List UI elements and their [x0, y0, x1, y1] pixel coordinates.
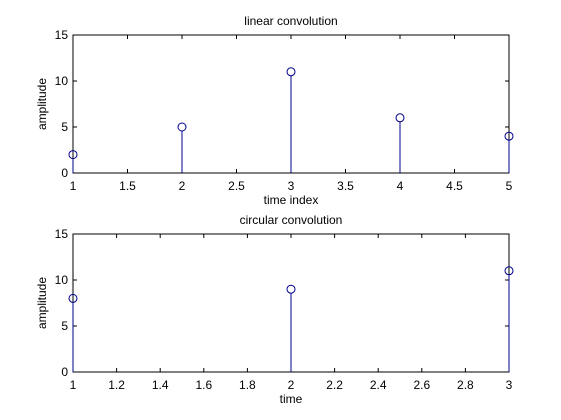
chart-2-y-tick-label: 15: [55, 227, 69, 241]
chart-1-x-tick-label: 2: [179, 179, 186, 193]
chart-1-x-tick-label: 4: [397, 179, 404, 193]
chart-1-stem-marker: [68, 150, 78, 160]
chart-2-x-axis-label: time: [280, 392, 303, 406]
chart-2-y-axis-label: amplitude: [35, 277, 49, 329]
chart-2-x-tick-label: 2.4: [370, 378, 387, 392]
chart-2-x-tick-label: 1.4: [152, 378, 169, 392]
chart-2-y-tick-label: 5: [61, 319, 68, 333]
chart-1-x-tick-label: 3: [288, 179, 295, 193]
chart-2-y-tick-label: 0: [61, 365, 68, 379]
chart-1-x-tick-label: 5: [506, 179, 513, 193]
chart-1-y-tick-label: 10: [55, 74, 69, 88]
chart-2-x-tick-label: 1.8: [239, 378, 256, 392]
chart-1-stem-marker: [286, 67, 296, 77]
chart-1-stem-marker: [395, 113, 405, 123]
chart-2-y-tick-label: 10: [55, 273, 69, 287]
chart-2-x-tick-label: 2.8: [457, 378, 474, 392]
chart-2-x-tick-label: 2.6: [413, 378, 430, 392]
chart-2-stem-marker: [286, 284, 296, 294]
chart-1-y-tick-label: 0: [61, 166, 68, 180]
chart-2-x-tick-label: 2.2: [326, 378, 343, 392]
chart-1-y-tick-label: 5: [61, 120, 68, 134]
chart-2-x-tick-label: 1.2: [108, 378, 125, 392]
chart-2-stem-marker: [68, 293, 78, 303]
chart-1-x-tick-label: 2.5: [228, 179, 245, 193]
chart-2-x-tick-label: 3: [506, 378, 513, 392]
chart-1-stem-marker: [177, 122, 187, 132]
chart-1-x-tick-label: 1: [70, 179, 77, 193]
chart-1-stem-marker: [504, 131, 514, 141]
chart-1-y-axis-label: amplitude: [35, 78, 49, 130]
chart-2-stem-marker: [504, 266, 514, 276]
chart-2-x-tick-label: 2: [288, 378, 295, 392]
chart-1-x-axis-label: time index: [264, 193, 319, 207]
chart-1-x-tick-label: 3.5: [337, 179, 354, 193]
chart-2-x-tick-label: 1: [70, 378, 77, 392]
chart-1-title: linear convolution: [244, 14, 337, 28]
chart-1-x-tick-label: 4.5: [446, 179, 463, 193]
chart-1-x-tick-label: 1.5: [119, 179, 136, 193]
chart-1-y-tick-label: 15: [55, 28, 69, 42]
chart-2-x-tick-label: 1.6: [195, 378, 212, 392]
chart-2-title: circular convolution: [240, 213, 343, 227]
